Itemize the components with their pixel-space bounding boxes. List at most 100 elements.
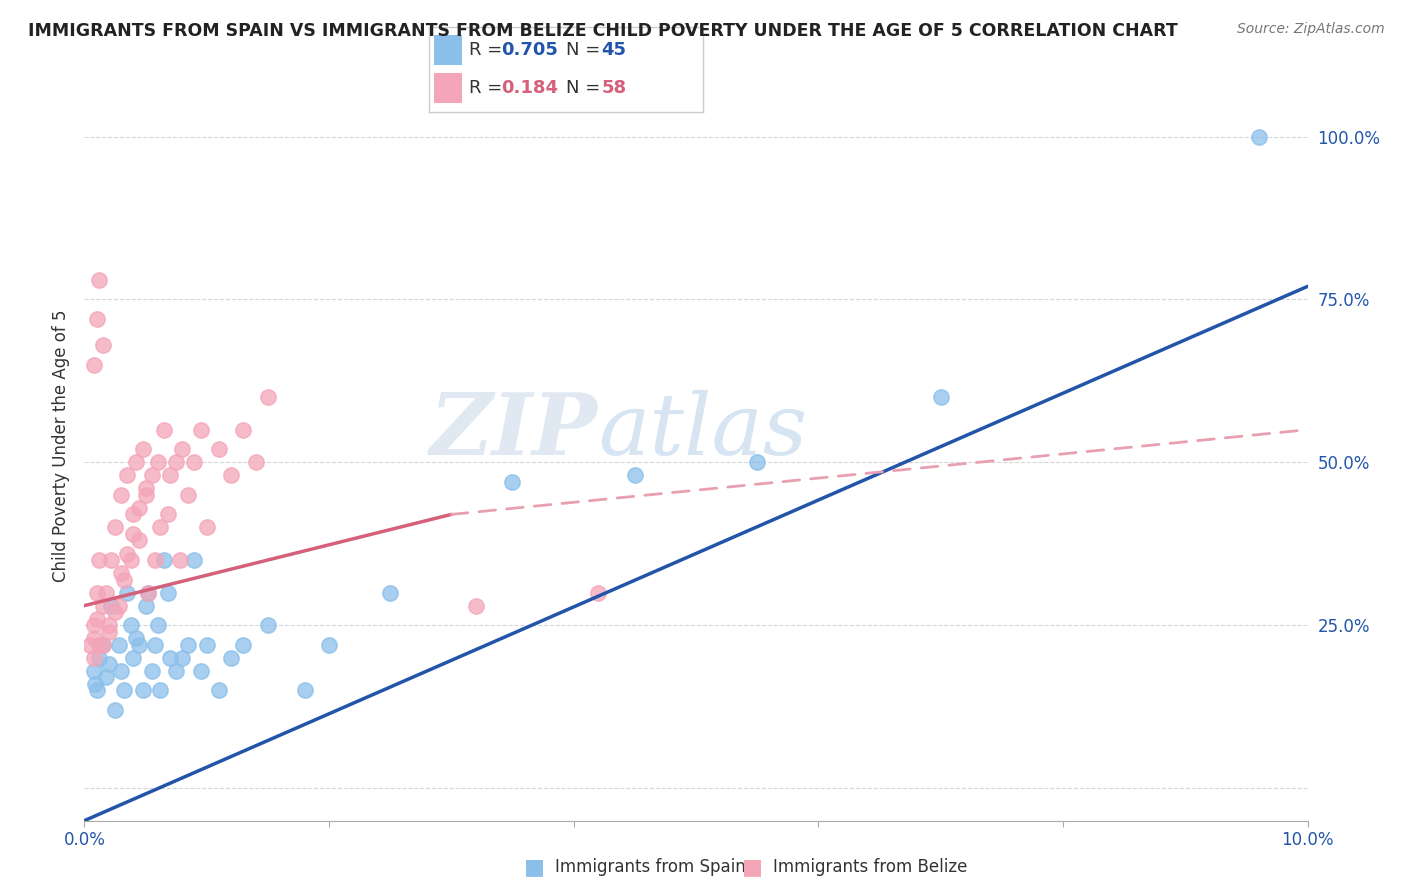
Point — [125, 455, 148, 469]
Text: N =: N = — [565, 41, 606, 59]
Point — [232, 638, 254, 652]
Point — [115, 468, 138, 483]
Point — [380, 585, 402, 599]
Point — [104, 703, 127, 717]
Point — [156, 585, 179, 599]
Point — [294, 683, 316, 698]
Text: ■: ■ — [742, 857, 762, 877]
Point — [135, 488, 157, 502]
Point — [86, 612, 108, 626]
Point — [624, 468, 647, 483]
Text: 0.184: 0.184 — [502, 78, 558, 96]
Point — [165, 455, 187, 469]
Point — [146, 618, 169, 632]
Point — [87, 650, 110, 665]
Point — [86, 683, 108, 698]
Point — [91, 638, 114, 652]
Point — [165, 664, 187, 678]
Point — [91, 599, 114, 613]
Point — [190, 664, 212, 678]
Text: N =: N = — [565, 78, 606, 96]
Point — [100, 553, 122, 567]
Point — [586, 585, 609, 599]
Point — [208, 683, 231, 698]
Point — [219, 650, 242, 665]
Point — [87, 273, 110, 287]
Point — [149, 520, 172, 534]
Point — [149, 683, 172, 698]
Point — [159, 650, 181, 665]
Y-axis label: Child Poverty Under the Age of 5: Child Poverty Under the Age of 5 — [52, 310, 70, 582]
Text: ZIP: ZIP — [430, 389, 598, 473]
Point — [141, 664, 163, 678]
Point — [318, 638, 340, 652]
Point — [87, 553, 110, 567]
Point — [1247, 129, 1270, 144]
Point — [219, 468, 242, 483]
Text: 0.705: 0.705 — [502, 41, 558, 59]
Bar — [434, 73, 461, 103]
Point — [83, 664, 105, 678]
Point — [107, 599, 129, 613]
Point — [183, 553, 205, 567]
Point — [183, 455, 205, 469]
Point — [115, 585, 138, 599]
Point — [125, 631, 148, 645]
Point — [107, 638, 129, 652]
Text: Immigrants from Belize: Immigrants from Belize — [773, 858, 967, 876]
Point — [110, 664, 132, 678]
Point — [91, 338, 114, 352]
Point — [132, 442, 155, 457]
Point — [245, 455, 267, 469]
Point — [143, 553, 166, 567]
Point — [135, 481, 157, 495]
Point — [91, 638, 114, 652]
Point — [159, 468, 181, 483]
Point — [153, 423, 176, 437]
Point — [136, 585, 159, 599]
Point — [110, 566, 132, 580]
Point — [104, 520, 127, 534]
Point — [141, 468, 163, 483]
Point — [929, 390, 952, 404]
Point — [120, 618, 142, 632]
Point — [96, 670, 118, 684]
Text: 58: 58 — [602, 78, 627, 96]
Point — [83, 650, 105, 665]
Point — [112, 683, 135, 698]
Point — [115, 547, 138, 561]
Text: Source: ZipAtlas.com: Source: ZipAtlas.com — [1237, 22, 1385, 37]
Point — [502, 475, 524, 489]
Point — [87, 638, 110, 652]
Point — [122, 508, 145, 522]
Point — [169, 553, 191, 567]
Point — [83, 631, 105, 645]
Point — [132, 683, 155, 698]
Point — [195, 638, 218, 652]
Point — [97, 657, 120, 672]
Point — [86, 585, 108, 599]
Point — [190, 423, 212, 437]
Point — [83, 618, 105, 632]
Point — [257, 618, 280, 632]
Point — [122, 650, 145, 665]
Point — [177, 638, 200, 652]
Point — [146, 455, 169, 469]
Point — [128, 533, 150, 548]
Point — [257, 390, 280, 404]
Point — [128, 638, 150, 652]
Point — [83, 358, 105, 372]
Point — [97, 618, 120, 632]
Point — [195, 520, 218, 534]
Point — [120, 553, 142, 567]
Text: R =: R = — [468, 78, 508, 96]
Point — [153, 553, 176, 567]
Point — [143, 638, 166, 652]
Point — [172, 442, 194, 457]
Bar — [434, 36, 461, 65]
Point — [97, 624, 120, 639]
Point — [747, 455, 769, 469]
Point — [86, 312, 108, 326]
Text: IMMIGRANTS FROM SPAIN VS IMMIGRANTS FROM BELIZE CHILD POVERTY UNDER THE AGE OF 5: IMMIGRANTS FROM SPAIN VS IMMIGRANTS FROM… — [28, 22, 1178, 40]
Point — [136, 585, 159, 599]
